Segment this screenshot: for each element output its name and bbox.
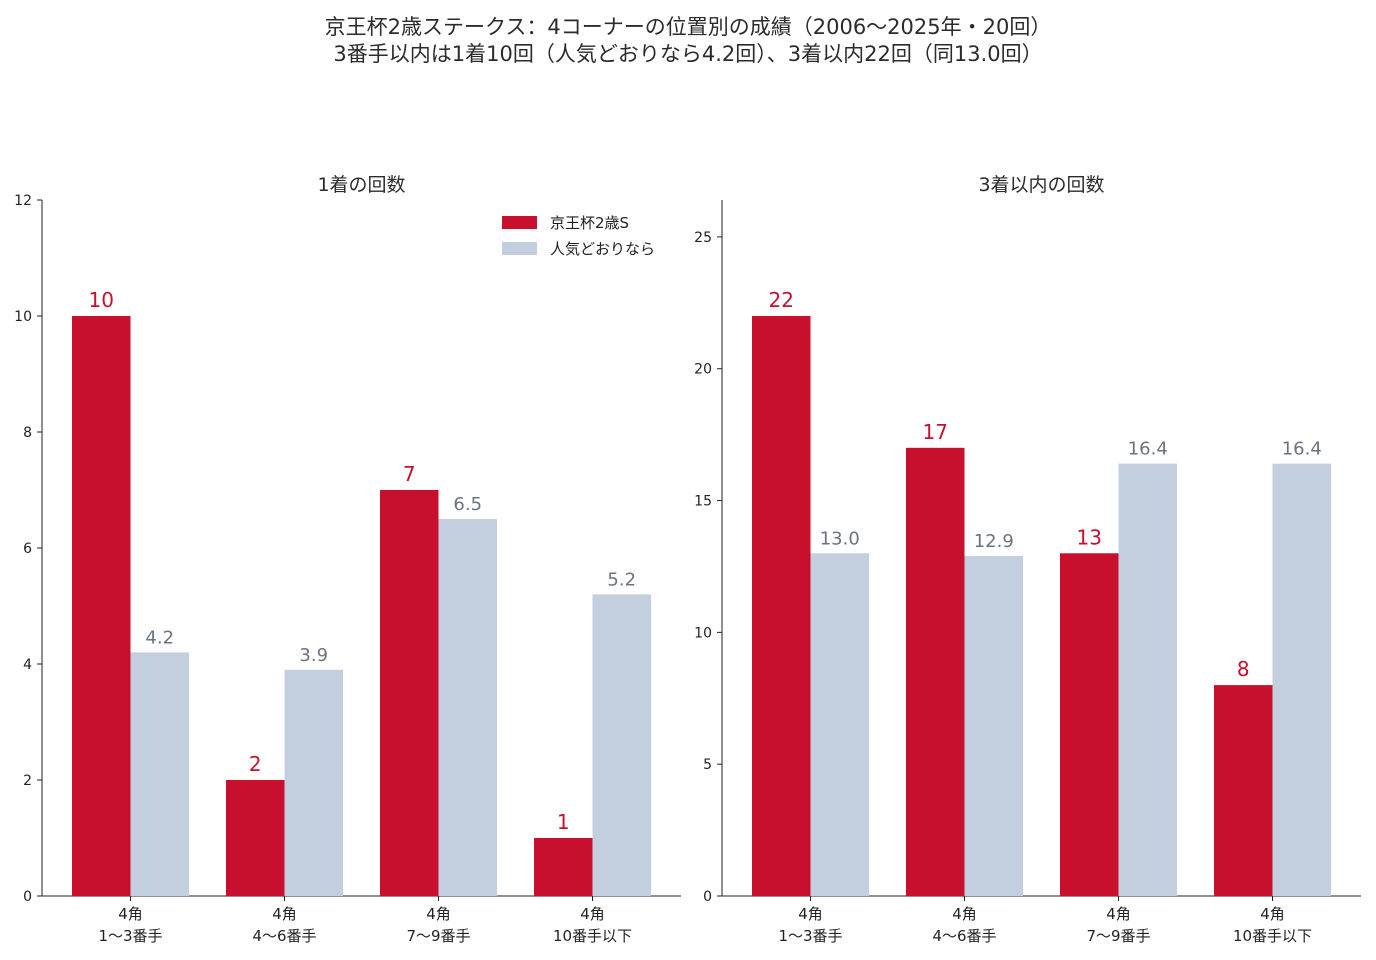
bar-main-win (226, 780, 285, 896)
y-tick-label-top3: 15 (694, 494, 712, 510)
y-tick-label-win: 2 (23, 773, 32, 789)
data-label-expected-win: 4.2 (145, 627, 174, 648)
x-tick-label-line2-top3: 10番手以下 (1233, 927, 1312, 945)
data-label-main-win: 2 (249, 752, 262, 776)
x-tick-label-line1-top3: 4角 (952, 905, 977, 923)
legend-swatch-main (502, 216, 537, 229)
x-tick-label-line1-win: 4角 (426, 905, 451, 923)
x-tick-label-line2-top3: 7〜9番手 (1086, 927, 1150, 945)
bar-expected-top3 (810, 553, 869, 896)
bar-expected-win (284, 669, 343, 896)
data-label-main-top3: 8 (1237, 657, 1250, 681)
bar-main-top3 (906, 447, 965, 896)
bar-main-top3 (1214, 685, 1273, 896)
x-tick-label-line2-win: 4〜6番手 (252, 927, 316, 945)
legend-swatch-expected (502, 242, 537, 255)
data-label-expected-win: 6.5 (453, 494, 482, 515)
data-label-expected-win: 5.2 (607, 569, 636, 590)
y-tick-label-win: 6 (23, 541, 32, 557)
y-tick-label-win: 10 (14, 309, 32, 325)
bar-main-top3 (1060, 553, 1119, 896)
x-tick-label-line1-win: 4角 (580, 905, 605, 923)
y-tick-label-top3: 20 (694, 362, 712, 378)
bar-main-top3 (752, 316, 811, 896)
x-tick-label-line1-win: 4角 (118, 905, 143, 923)
y-tick-label-top3: 10 (694, 625, 712, 641)
x-tick-label-line2-win: 1〜3番手 (98, 927, 162, 945)
data-label-expected-top3: 12.9 (974, 531, 1014, 552)
chart-suptitle-line-1: 京王杯2歳ステークス：4コーナーの位置別の成績（2006〜2025年・20回） (324, 15, 1052, 39)
y-tick-label-top3: 5 (703, 757, 712, 773)
legend-label-main: 京王杯2歳S (550, 214, 629, 232)
data-label-expected-top3: 16.4 (1282, 439, 1322, 460)
data-label-expected-win: 3.9 (299, 645, 328, 666)
y-tick-label-win: 12 (14, 193, 32, 209)
x-tick-label-line2-win: 10番手以下 (553, 927, 632, 945)
data-label-main-top3: 17 (923, 420, 948, 444)
chart-title-win: 1着の回数 (317, 174, 405, 196)
data-label-main-top3: 13 (1077, 525, 1102, 549)
legend-label-expected: 人気どおりなら (550, 240, 655, 258)
x-tick-label-line2-win: 7〜9番手 (406, 927, 470, 945)
chart-title-top3: 3着以内の回数 (978, 174, 1104, 196)
y-tick-label-top3: 0 (703, 889, 712, 905)
bar-main-win (380, 490, 439, 896)
bar-expected-win (130, 652, 189, 896)
bar-expected-top3 (1272, 463, 1331, 896)
x-tick-label-line2-top3: 4〜6番手 (932, 927, 996, 945)
bar-expected-win (592, 594, 651, 896)
x-tick-label-line1-top3: 4角 (1106, 905, 1131, 923)
data-label-expected-top3: 13.0 (820, 528, 860, 549)
bar-expected-win (438, 519, 497, 896)
data-label-main-win: 1 (557, 810, 570, 834)
bar-main-win (72, 316, 131, 896)
y-tick-label-win: 8 (23, 425, 32, 441)
bar-main-win (534, 838, 593, 896)
y-tick-label-top3: 25 (694, 230, 712, 246)
data-label-main-win: 7 (403, 462, 416, 486)
data-label-main-win: 10 (89, 288, 114, 312)
y-tick-label-win: 0 (23, 889, 32, 905)
chart-suptitle-line-2: 3番手以内は1着10回（人気どおりなら4.2回）、3着以内22回（同13.0回） (333, 42, 1043, 66)
data-label-expected-top3: 16.4 (1128, 439, 1168, 460)
x-tick-label-line2-top3: 1〜3番手 (778, 927, 842, 945)
x-tick-label-line1-top3: 4角 (798, 905, 823, 923)
data-label-main-top3: 22 (769, 288, 794, 312)
x-tick-label-line1-win: 4角 (272, 905, 297, 923)
bar-expected-top3 (1118, 463, 1177, 896)
bar-expected-top3 (964, 555, 1023, 896)
y-tick-label-win: 4 (23, 657, 32, 673)
x-tick-label-line1-top3: 4角 (1260, 905, 1285, 923)
